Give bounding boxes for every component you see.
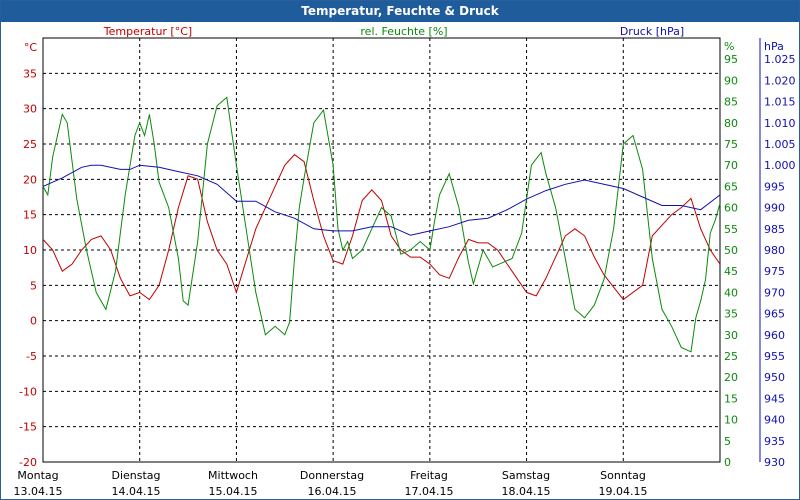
chart-title: Temperatur, Feuchte & Druck	[301, 4, 499, 18]
humidity-tick-label: 65	[724, 180, 738, 193]
pressure-tick-label: 1.010	[764, 117, 796, 130]
humidity-tick-label: 10	[724, 414, 738, 427]
pressure-tick-label: 945	[764, 392, 785, 405]
pressure-tick-label: 930	[764, 456, 785, 469]
pressure-tick-label: 955	[764, 350, 785, 363]
pressure-tick-label: 960	[764, 329, 785, 342]
x-tick-date: 18.04.15	[502, 485, 551, 498]
pressure-tick-label: 1.020	[764, 74, 796, 87]
x-tick-date: 13.04.15	[14, 485, 63, 498]
humidity-tick-label: 95	[724, 53, 738, 66]
pressure-tick-label: 985	[764, 223, 785, 236]
x-tick-day: Donnerstag	[300, 469, 364, 482]
pressure-tick-label: 935	[764, 435, 785, 448]
pressure-tick-label: 1.000	[764, 159, 796, 172]
title-bar	[1, 1, 799, 22]
temp-tick-label: 30	[23, 103, 37, 116]
grid	[43, 38, 720, 462]
pressure-tick-label: 965	[764, 308, 785, 321]
temp-tick-label: 0	[30, 315, 37, 328]
pressure-unit-label: hPa	[764, 40, 784, 53]
humidity-tick-label: 50	[724, 244, 738, 257]
temp-tick-label: -5	[26, 350, 37, 363]
humidity-tick-label: 15	[724, 392, 738, 405]
humidity-unit-label: %	[724, 40, 734, 53]
humidity-tick-label: 70	[724, 159, 738, 172]
x-tick-day: Sonntag	[600, 469, 646, 482]
x-tick-date: 15.04.15	[209, 485, 258, 498]
temp-tick-label: -10	[19, 385, 37, 398]
pressure-tick-label: 1.005	[764, 138, 796, 151]
humidity-axis-title: rel. Feuchte [%]	[360, 25, 447, 38]
humidity-tick-label: 80	[724, 117, 738, 130]
x-tick-day: Mittwoch	[208, 469, 258, 482]
temp-tick-label: 5	[30, 279, 37, 292]
humidity-tick-label: 40	[724, 286, 738, 299]
pressure-tick-label: 1.015	[764, 96, 796, 109]
temp-tick-label: -20	[19, 456, 37, 469]
x-tick-date: 17.04.15	[405, 485, 454, 498]
x-tick-date: 19.04.15	[599, 485, 648, 498]
humidity-tick-label: 45	[724, 265, 738, 278]
pressure-tick-label: 995	[764, 180, 785, 193]
humidity-tick-label: 75	[724, 138, 738, 151]
humidity-tick-label: 60	[724, 202, 738, 215]
humidity-tick-label: 0	[724, 456, 731, 469]
temp-axis-title: Temperatur [°C]	[103, 25, 192, 38]
humidity-tick-label: 35	[724, 308, 738, 321]
temp-tick-label: -15	[19, 421, 37, 434]
temp-tick-label: 35	[23, 67, 37, 80]
temp-tick-label: 15	[23, 209, 37, 222]
x-tick-day: Samstag	[502, 469, 550, 482]
pressure-tick-label: 980	[764, 244, 785, 257]
pressure-tick-label: 975	[764, 265, 785, 278]
pressure-tick-label: 950	[764, 371, 785, 384]
pressure-tick-label: 970	[764, 286, 785, 299]
humidity-tick-label: 85	[724, 96, 738, 109]
plot-area	[42, 37, 721, 463]
humidity-tick-label: 25	[724, 350, 738, 363]
x-tick-date: 14.04.15	[112, 485, 161, 498]
pressure-tick-label: 940	[764, 414, 785, 427]
humidity-tick-label: 5	[724, 435, 731, 448]
x-tick-day: Freitag	[410, 469, 448, 482]
temp-tick-label: 20	[23, 173, 37, 186]
pressure-tick-label: 990	[764, 202, 785, 215]
humidity-tick-label: 20	[724, 371, 738, 384]
x-tick-day: Montag	[17, 469, 58, 482]
humidity-line	[42, 96, 721, 353]
x-tick-day: Dienstag	[111, 469, 160, 482]
temp-tick-label: 25	[23, 138, 37, 151]
humidity-tick-label: 90	[724, 74, 738, 87]
humidity-tick-label: 30	[724, 329, 738, 342]
pressure-line	[42, 164, 721, 236]
pressure-tick-label: 1.025	[764, 53, 796, 66]
temp-tick-label: 10	[23, 244, 37, 257]
series	[42, 96, 721, 353]
temperature-line	[42, 153, 721, 301]
humidity-tick-label: 55	[724, 223, 738, 236]
pressure-axis-title: Druck [hPa]	[620, 25, 684, 38]
x-tick-date: 16.04.15	[308, 485, 357, 498]
temp-unit-label: °C	[24, 41, 38, 54]
